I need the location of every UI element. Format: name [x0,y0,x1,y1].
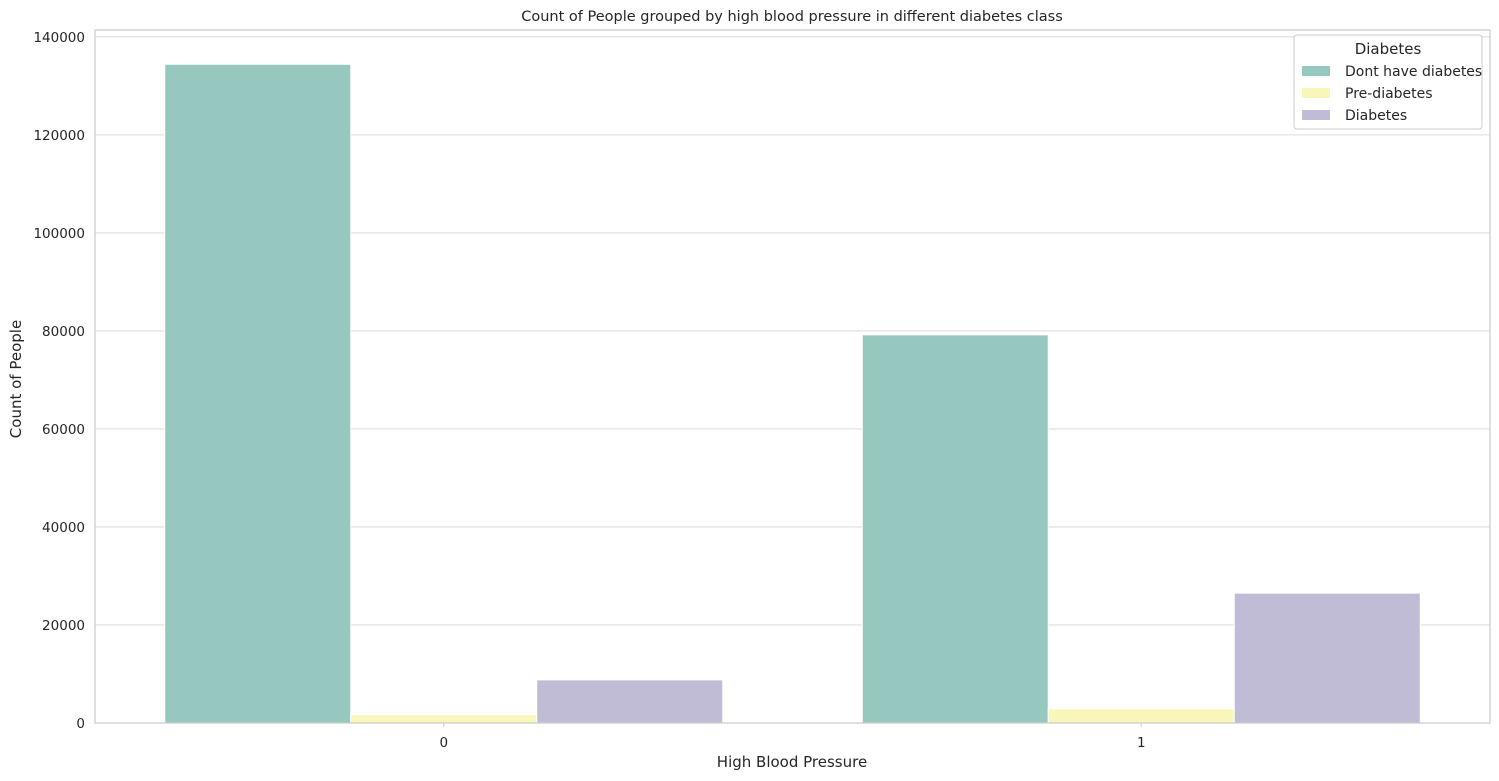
legend-entry: Dont have diabetes [1345,64,1482,80]
plot-frame [94,29,1491,724]
legend-swatch [1302,110,1330,120]
x-tick-label: 0 [439,735,448,751]
legend-box [1293,34,1483,130]
legend-entry: Diabetes [1345,108,1407,124]
legend-title: Diabetes [1355,40,1422,58]
y-tick-label: 140000 [33,30,85,46]
legend: Diabetes Dont have diabetes Pre-diabetes D… [1293,34,1483,130]
legend-entry: Pre-diabetes [1345,86,1433,102]
chart-title: Count of People grouped by high blood pr… [521,9,1063,25]
y-tick-label: 80000 [42,324,85,340]
bar [164,63,352,724]
bar [1233,592,1421,724]
legend-swatch [1302,88,1330,98]
bar [1047,708,1235,724]
y-ticks: 0 20000 40000 60000 80000 100000 120000 140000 [33,30,85,732]
bar [350,714,538,724]
bar [536,679,724,724]
y-tick-label: 60000 [42,422,85,438]
x-axis-label: High Blood Pressure [717,753,867,771]
y-tick-label: 120000 [33,128,85,144]
y-tick-label: 0 [76,716,85,732]
x-tick-label: 1 [1137,735,1146,751]
bar [861,334,1049,724]
y-tick-label: 40000 [42,520,85,536]
bars [164,63,1421,724]
legend-swatch [1302,66,1330,76]
y-axis-label: Count of People [7,320,25,438]
y-tick-label: 100000 [33,226,85,242]
y-tick-label: 20000 [42,618,85,634]
